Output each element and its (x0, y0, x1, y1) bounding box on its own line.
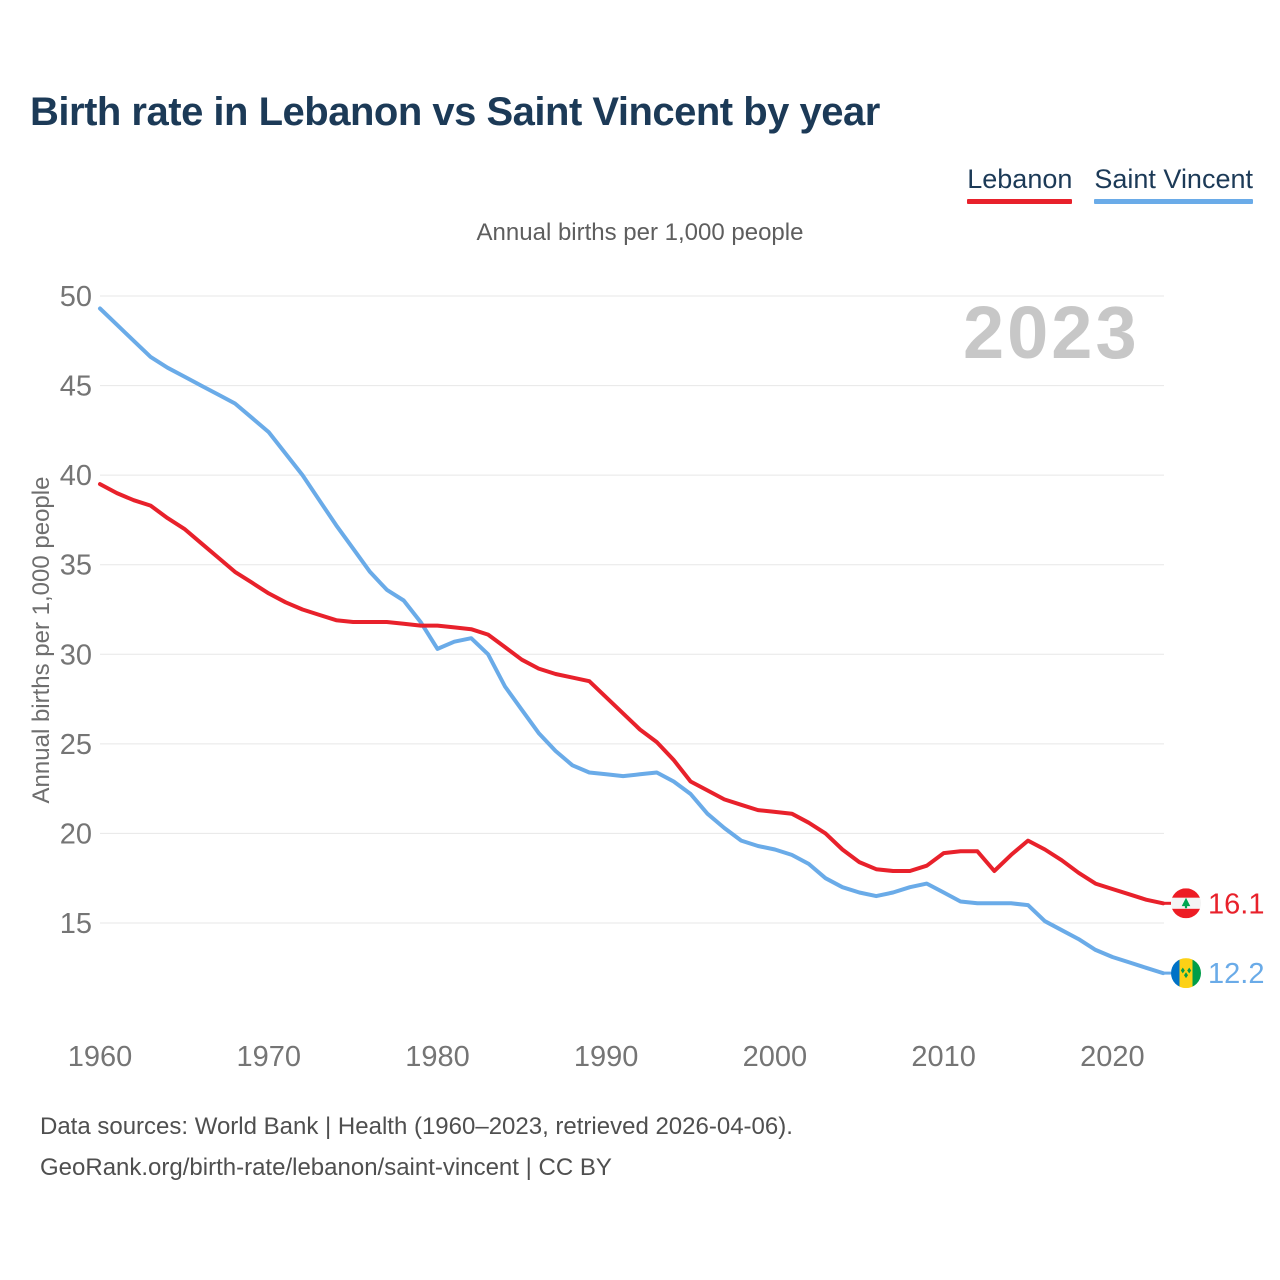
legend-item-lebanon[interactable]: Lebanon (967, 164, 1073, 204)
x-tick-2020: 2020 (1080, 1041, 1145, 1073)
lebanon-line (98, 482, 1165, 906)
x-tick-1970: 1970 (236, 1041, 301, 1073)
y-tick-30: 30 (60, 639, 92, 671)
legend-underline-lebanon (967, 199, 1073, 204)
y-tick-25: 25 (60, 729, 92, 761)
y-axis-tick-labels: 15 20 25 30 35 40 45 50 (60, 281, 92, 940)
page-title: Birth rate in Lebanon vs Saint Vincent b… (30, 90, 880, 134)
x-tick-1990: 1990 (574, 1041, 639, 1073)
x-tick-2010: 2010 (911, 1041, 976, 1073)
line-chart: 15 20 25 30 35 40 45 50 1960 1970 1980 1990 2000 201… (60, 281, 1265, 1073)
y-tick-45: 45 (60, 371, 92, 403)
legend-underline-saint-vincent (1094, 199, 1253, 204)
chart-subtitle: Annual births per 1,000 people (476, 219, 804, 246)
saint-vincent-line (98, 306, 1165, 976)
x-axis-tick-labels: 1960 1970 1980 1990 2000 2010 2020 (68, 1041, 1145, 1073)
legend-label-lebanon: Lebanon (967, 164, 1073, 194)
lebanon-end-value: 16.1 (1208, 888, 1264, 920)
y-tick-40: 40 (60, 460, 92, 492)
footer: Data sources: World Bank | Health (1960–… (40, 1106, 793, 1188)
saint-vincent-flag-icon (1171, 958, 1201, 989)
legend: Lebanon Saint Vincent (967, 164, 1253, 204)
y-tick-20: 20 (60, 818, 92, 850)
y-tick-15: 15 (60, 908, 92, 940)
y-tick-35: 35 (60, 550, 92, 582)
saint-vincent-end-value: 12.2 (1208, 958, 1264, 990)
x-tick-1980: 1980 (405, 1041, 470, 1073)
y-tick-50: 50 (60, 281, 92, 313)
year-watermark: 2023 (963, 291, 1140, 374)
x-tick-1960: 1960 (68, 1041, 133, 1073)
legend-label-saint-vincent: Saint Vincent (1094, 164, 1253, 194)
x-tick-2000: 2000 (743, 1041, 808, 1073)
footer-url: GeoRank.org/birth-rate/lebanon/saint-vin… (40, 1154, 612, 1181)
footer-data-sources: Data sources: World Bank | Health (1960–… (40, 1113, 793, 1140)
cedar-tree-glyph (1181, 897, 1191, 909)
gridlines (100, 295, 1164, 924)
legend-item-saint-vincent[interactable]: Saint Vincent (1094, 164, 1253, 204)
lebanon-flag-icon (1171, 888, 1201, 919)
